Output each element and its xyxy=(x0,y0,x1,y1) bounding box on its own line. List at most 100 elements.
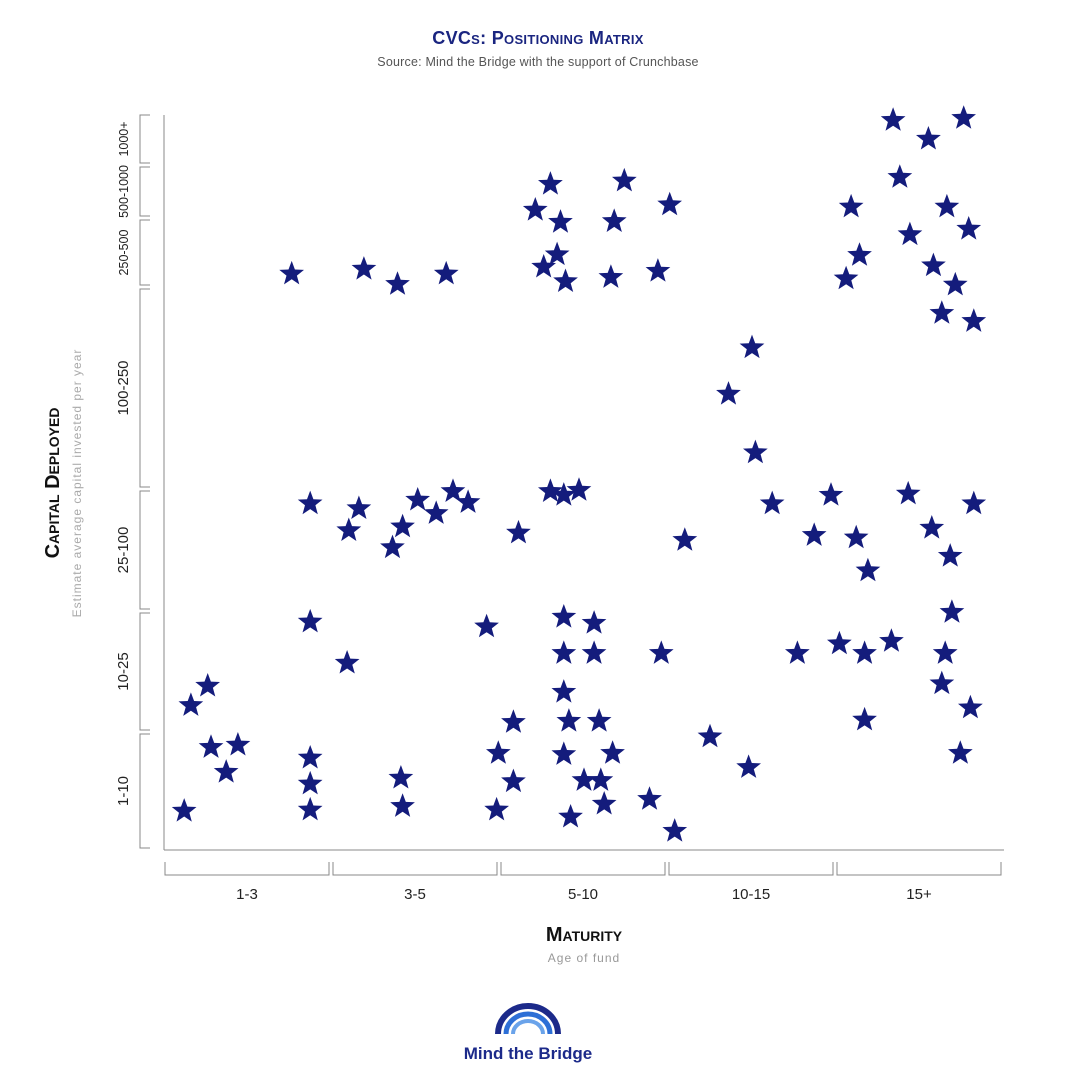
data-point-star xyxy=(433,260,459,285)
data-point-star xyxy=(801,522,827,546)
x-band-bracket xyxy=(836,862,1002,876)
y-tick-label: 500-1000 xyxy=(117,165,131,218)
data-point-star xyxy=(551,482,577,506)
data-point-star xyxy=(279,260,304,285)
data-point-star xyxy=(506,519,531,544)
data-point-star xyxy=(538,171,563,195)
x-tick-label: 3-5 xyxy=(404,886,426,903)
data-point-star xyxy=(958,694,983,719)
data-point-star xyxy=(855,557,881,582)
data-point-star xyxy=(297,608,323,633)
data-point-star xyxy=(600,740,625,764)
data-point-star xyxy=(556,708,582,732)
data-point-star xyxy=(833,265,859,290)
data-point-star xyxy=(897,221,923,246)
y-band-bracket xyxy=(139,612,150,731)
data-point-star xyxy=(566,477,592,501)
data-point-star xyxy=(486,740,511,764)
data-point-star xyxy=(558,804,583,828)
data-point-star xyxy=(551,741,577,765)
x-band-bracket xyxy=(500,862,666,876)
data-point-star xyxy=(956,216,982,240)
data-point-star xyxy=(847,242,872,266)
data-point-star xyxy=(934,193,960,218)
data-point-star xyxy=(843,524,869,549)
data-point-star xyxy=(961,490,987,515)
y-tick-label: 250-500 xyxy=(117,230,131,276)
data-point-star xyxy=(455,489,481,513)
data-point-star xyxy=(581,610,607,634)
data-point-star xyxy=(785,640,810,664)
data-point-star xyxy=(501,709,526,733)
y-tick-label: 100-250 xyxy=(115,360,132,415)
x-band-bracket xyxy=(164,862,330,876)
data-point-star xyxy=(736,754,761,778)
data-point-star xyxy=(474,613,499,638)
data-point-star xyxy=(852,640,877,664)
data-point-star xyxy=(932,640,958,664)
y-band-bracket xyxy=(139,733,150,849)
data-point-star xyxy=(178,692,204,716)
data-point-star xyxy=(948,740,973,764)
data-point-star xyxy=(739,334,765,359)
data-point-star xyxy=(351,256,377,280)
data-point-star xyxy=(346,495,372,519)
data-point-star xyxy=(390,513,415,538)
x-axis-bands: 1-3 3-5 5-10 10-15 15+ xyxy=(164,862,1002,903)
data-point-star xyxy=(827,630,852,655)
data-point-star xyxy=(743,439,768,464)
data-point-star xyxy=(297,490,323,515)
x-tick-label: 5-10 xyxy=(568,886,598,903)
data-point-star xyxy=(672,527,698,551)
bridge-arc-icon xyxy=(495,1003,561,1035)
data-point-star xyxy=(838,193,864,218)
data-point-star xyxy=(522,197,548,221)
x-axis-subtitle: Age of fund xyxy=(548,951,620,965)
y-axis-subtitle: Estimate average capital invested per ye… xyxy=(70,349,84,618)
data-point-star xyxy=(657,191,682,216)
mind-the-bridge-logo: Mind the Bridge xyxy=(438,1000,618,1070)
y-axis-title: Capital Deployed xyxy=(42,408,64,559)
data-point-star xyxy=(297,796,323,821)
scatter-chart: 1-10 10-25 25-100 100-250 250-500 500-1000 100… xyxy=(42,105,1004,965)
chart-title: CVCs: Positioning Matrix xyxy=(432,28,644,48)
x-tick-label: 15+ xyxy=(906,886,932,903)
data-point-star xyxy=(297,770,323,795)
data-point-star xyxy=(484,796,509,821)
data-point-star xyxy=(501,768,526,793)
data-point-star xyxy=(334,650,360,674)
x-band-bracket xyxy=(332,862,498,876)
data-point-star xyxy=(852,706,877,731)
y-band-bracket xyxy=(139,288,150,488)
logo-text: Mind the Bridge xyxy=(463,1044,593,1063)
data-point-star xyxy=(916,126,941,150)
data-point-star xyxy=(591,791,617,815)
data-point-star xyxy=(171,798,197,822)
chart-subtitle: Source: Mind the Bridge with the support… xyxy=(377,55,699,69)
y-axis-bands: 1-10 10-25 25-100 100-250 250-500 500-1000 100… xyxy=(115,114,150,849)
data-point-star xyxy=(942,271,968,296)
data-point-star xyxy=(213,759,239,783)
axes xyxy=(163,115,1004,851)
data-point-star xyxy=(818,482,844,506)
data-point-star xyxy=(880,107,906,131)
data-point-star xyxy=(571,767,597,791)
data-point-star xyxy=(538,478,563,502)
data-point-star xyxy=(544,241,570,266)
data-point-star xyxy=(929,670,955,695)
data-point-star xyxy=(921,252,946,277)
data-point-star xyxy=(405,487,430,511)
data-point-star xyxy=(697,723,723,748)
data-point-star xyxy=(645,258,671,282)
data-point-star xyxy=(895,480,921,505)
data-point-star xyxy=(531,254,556,278)
data-point-star xyxy=(440,478,466,502)
data-point-star xyxy=(612,167,637,192)
data-point-star xyxy=(648,640,674,664)
data-point-star xyxy=(195,673,220,697)
data-point-star xyxy=(380,534,405,559)
data-point-star xyxy=(929,300,955,324)
y-tick-label: 1000+ xyxy=(117,121,131,156)
data-point-star xyxy=(423,500,449,524)
data-point-star xyxy=(551,679,577,703)
